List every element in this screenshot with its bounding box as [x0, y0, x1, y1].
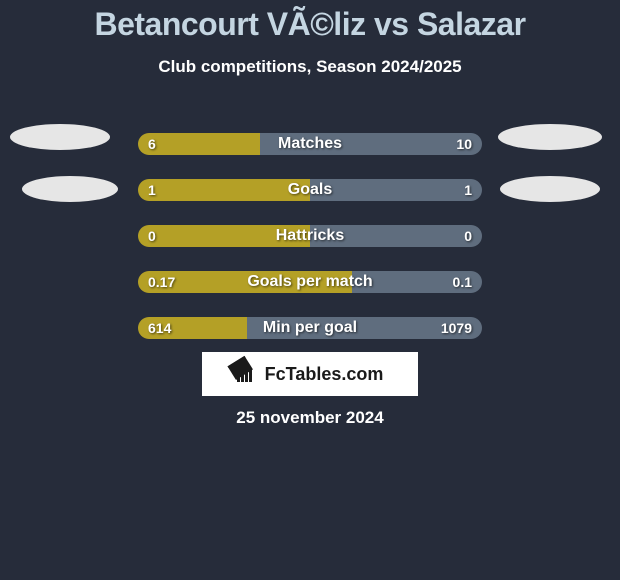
stat-bar-left: [138, 179, 310, 201]
stat-bars-area: Matches610Goals11Hattricks00Goals per ma…: [0, 121, 620, 351]
logo-text: FcTables.com: [265, 364, 384, 385]
stat-bar-left: [138, 271, 352, 293]
stat-bar-left: [138, 133, 260, 155]
stat-bar: [138, 225, 482, 247]
stat-bar-right: [247, 317, 482, 339]
player-placeholder-oval: [498, 124, 602, 150]
snapshot-date: 25 november 2024: [0, 408, 620, 428]
page-title: Betancourt VÃ©liz vs Salazar: [0, 0, 620, 43]
stat-bar: [138, 179, 482, 201]
stat-bar: [138, 317, 482, 339]
stat-bar: [138, 133, 482, 155]
stat-bar-right: [260, 133, 482, 155]
player-placeholder-oval: [22, 176, 118, 202]
source-logo: FcTables.com: [202, 352, 418, 396]
stat-bar-left: [138, 317, 247, 339]
stat-bar-right: [310, 179, 482, 201]
stat-bar-right: [310, 225, 482, 247]
stat-row: Goals per match0.170.1: [0, 259, 620, 305]
player-placeholder-oval: [10, 124, 110, 150]
bar-chart-icon: [237, 366, 259, 382]
stat-bar: [138, 271, 482, 293]
stat-bar-right: [352, 271, 482, 293]
stat-row: Min per goal6141079: [0, 305, 620, 351]
subtitle: Club competitions, Season 2024/2025: [0, 43, 620, 77]
stat-row: Hattricks00: [0, 213, 620, 259]
player-placeholder-oval: [500, 176, 600, 202]
comparison-infographic: Betancourt VÃ©liz vs Salazar Club compet…: [0, 0, 620, 580]
stat-bar-left: [138, 225, 310, 247]
